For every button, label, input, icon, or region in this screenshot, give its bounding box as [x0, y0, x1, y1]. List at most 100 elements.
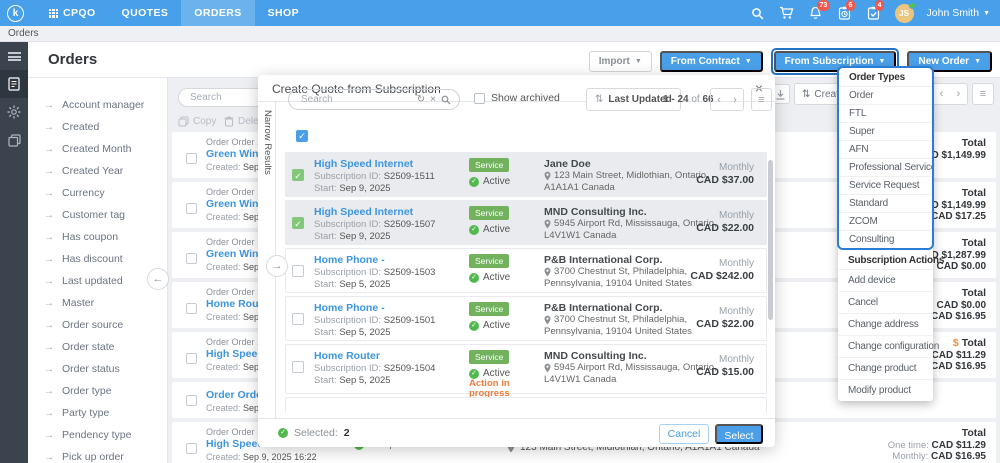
row-checkbox[interactable] — [186, 253, 197, 264]
cancel-button[interactable]: Cancel — [659, 424, 709, 444]
dropdown-item-consulting[interactable]: Consulting — [839, 230, 932, 248]
row-checkbox[interactable] — [186, 353, 197, 364]
select-all-checkbox[interactable]: ✓ — [296, 130, 308, 142]
expand-narrow-results-button[interactable]: → — [266, 255, 288, 277]
dropdown-item-add-device[interactable]: Add device — [838, 269, 933, 291]
modal-sort-button[interactable]: ⇅ Last Updated — [586, 88, 681, 111]
order-name-link[interactable]: Green Wing U — [206, 148, 276, 160]
show-archived-checkbox[interactable]: Show archived — [474, 92, 560, 104]
modal-view-options-button[interactable]: ≡ — [751, 88, 772, 111]
nav-item-quotes[interactable]: QUOTES — [109, 0, 182, 26]
order-name-link[interactable]: Green Wing U — [206, 248, 276, 260]
order-name-link[interactable]: Green Wing U — [206, 198, 276, 210]
breadcrumb[interactable]: Orders — [0, 26, 1000, 42]
order-name-link[interactable]: Order Order — [206, 389, 267, 401]
avatar[interactable]: JS — [894, 1, 916, 23]
filter-item-last-updated[interactable]: → Last updated — [28, 270, 167, 292]
dropdown-item-super[interactable]: Super — [839, 122, 932, 140]
filter-item-created[interactable]: → Created — [28, 116, 167, 138]
dropdown-item-professional-services[interactable]: Professional Services — [839, 158, 932, 176]
filter-item-pick-up-order[interactable]: → Pick up order — [28, 446, 167, 463]
from-contract-button[interactable]: From Contract ▼ — [659, 51, 763, 72]
dropdown-item-change-configuration[interactable]: Change configuration — [838, 335, 939, 357]
dropdown-item-change-address[interactable]: Change address — [838, 313, 933, 335]
row-checkbox[interactable] — [186, 303, 197, 314]
row-checkbox[interactable] — [292, 265, 304, 277]
filter-item-master[interactable]: → Master — [28, 292, 167, 314]
row-checkbox[interactable] — [186, 395, 197, 406]
search-icon[interactable] — [441, 95, 451, 105]
copy-button[interactable]: Copy — [178, 116, 216, 127]
gear-icon[interactable] — [0, 98, 28, 126]
dropdown-item-modify-product[interactable]: Modify product — [838, 379, 933, 401]
dropdown-item-service-request[interactable]: Service Request — [839, 176, 932, 194]
collapse-sidebar-button[interactable]: ← — [147, 268, 169, 290]
dropdown-item-standard[interactable]: Standard — [839, 194, 932, 212]
checkbox-icon[interactable] — [474, 92, 485, 104]
filter-item-order-state[interactable]: → Order state — [28, 336, 167, 358]
subscription-name-link[interactable]: Home Phone - — [314, 254, 385, 266]
dropdown-item-ftl[interactable]: FTL — [839, 104, 932, 122]
clipboard-check-icon[interactable]: 4 — [866, 0, 885, 21]
subscription-row[interactable]: ✓ High Speed Internet Subscription ID: S25… — [285, 152, 767, 197]
filter-item-created-year[interactable]: → Created Year — [28, 160, 167, 182]
row-checkbox[interactable] — [186, 203, 197, 214]
clear-icon[interactable]: × — [430, 94, 436, 105]
orders-module-icon[interactable] — [0, 70, 28, 98]
filter-item-order-status[interactable]: → Order status — [28, 358, 167, 380]
filter-item-has-discount[interactable]: → Has discount — [28, 248, 167, 270]
subscription-row[interactable]: Home Router Subscription ID: S2509-1504 St… — [285, 344, 767, 399]
filter-item-pendency-type[interactable]: → Pendency type — [28, 424, 167, 446]
subscription-name-link[interactable]: Home Phone - — [314, 302, 385, 314]
subscription-row[interactable]: ✓ High Speed Internet Subscription ID: S25… — [285, 200, 767, 245]
row-checkbox[interactable] — [186, 443, 197, 454]
clipboard-clock-icon[interactable]: 6 — [837, 0, 856, 21]
subscription-name-link[interactable]: High Speed Internet — [314, 206, 414, 218]
row-checkbox[interactable] — [292, 313, 304, 325]
copy-pages-icon[interactable] — [0, 126, 28, 154]
orders-pager[interactable]: ‹ › — [932, 83, 968, 105]
prev-page-icon[interactable]: ‹ — [717, 93, 721, 106]
subscription-name-link[interactable]: Home Router — [314, 350, 380, 362]
order-name-link[interactable]: Home Router — [206, 298, 272, 310]
dropdown-item-cancel[interactable]: Cancel — [838, 291, 933, 313]
nav-item-shop[interactable]: SHOP — [255, 0, 312, 26]
nav-item-cpqo[interactable]: CPQO — [36, 0, 109, 26]
filter-item-party-type[interactable]: → Party type — [28, 402, 167, 424]
modal-scrollbar[interactable] — [768, 160, 773, 320]
filter-item-has-coupon[interactable]: → Has coupon — [28, 226, 167, 248]
view-options-button[interactable]: ≡ — [972, 83, 994, 105]
nav-item-orders[interactable]: ORDERS — [181, 0, 255, 26]
dropdown-item-zcom[interactable]: ZCOM — [839, 212, 932, 230]
next-page-icon[interactable]: › — [956, 88, 961, 100]
subscription-row[interactable]: Home Phone - Subscription ID: S2509-1501 S… — [285, 296, 767, 341]
filter-item-customer-tag[interactable]: → Customer tag — [28, 204, 167, 226]
modal-search-input[interactable]: Search ↻ × — [288, 89, 460, 110]
app-logo[interactable]: k — [7, 4, 24, 22]
refresh-icon[interactable]: ↻ — [416, 94, 426, 105]
row-checkbox[interactable] — [186, 153, 197, 164]
cart-icon[interactable] — [779, 5, 795, 21]
filter-item-order-source[interactable]: → Order source — [28, 314, 167, 336]
next-page-icon[interactable]: › — [733, 93, 737, 106]
filter-item-currency[interactable]: → Currency — [28, 182, 167, 204]
row-checkbox[interactable]: ✓ — [292, 169, 304, 181]
dropdown-item-afn[interactable]: AFN — [839, 140, 932, 158]
search-icon[interactable] — [750, 5, 766, 21]
subscription-row[interactable]: Home Phone - Subscription ID: S2509-1503 S… — [285, 248, 767, 293]
select-button[interactable]: Select — [715, 424, 763, 444]
filter-item-created-month[interactable]: → Created Month — [28, 138, 167, 160]
menu-icon[interactable] — [0, 42, 28, 70]
filter-item-order-type[interactable]: → Order type — [28, 380, 167, 402]
dropdown-item-change-product[interactable]: Change product — [838, 357, 933, 379]
filter-item-account-manager[interactable]: → Account manager — [28, 94, 167, 116]
dropdown-item-order[interactable]: Order — [839, 86, 932, 104]
modal-pager[interactable]: ‹ › — [710, 88, 744, 111]
row-checkbox[interactable] — [292, 361, 304, 373]
row-checkbox[interactable]: ✓ — [292, 217, 304, 229]
user-menu[interactable]: John Smith ▼ — [927, 7, 990, 19]
bell-icon[interactable]: 73 — [808, 0, 831, 21]
delete-button[interactable]: Delete — [224, 116, 267, 127]
subscription-name-link[interactable]: High Speed Internet — [314, 158, 414, 170]
import-button[interactable]: Import ▼ — [588, 51, 652, 72]
